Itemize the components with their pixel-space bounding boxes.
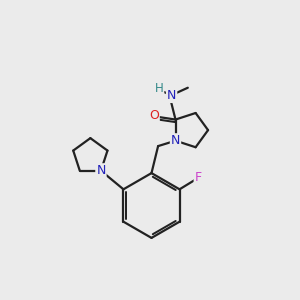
Text: F: F bbox=[195, 171, 202, 184]
Text: N: N bbox=[96, 164, 106, 177]
Text: O: O bbox=[149, 110, 159, 122]
Text: N: N bbox=[171, 134, 180, 147]
Text: H: H bbox=[154, 82, 164, 95]
Text: N: N bbox=[167, 89, 176, 102]
